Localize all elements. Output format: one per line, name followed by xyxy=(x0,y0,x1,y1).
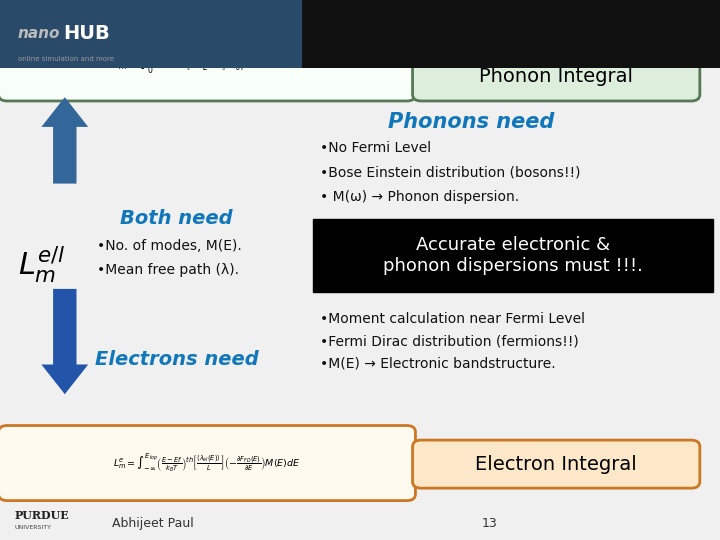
Text: $L_m^i = \int_0^{\omega_{max}} \omega^m \left[\frac{\langle\lambda_{ph}(\omega)\: $L_m^i = \int_0^{\omega_{max}} \omega^m … xyxy=(112,51,302,76)
Text: •M(E) → Electronic bandstructure.: •M(E) → Electronic bandstructure. xyxy=(320,357,556,371)
Text: •Mean free path (λ).: •Mean free path (λ). xyxy=(97,263,239,277)
FancyBboxPatch shape xyxy=(413,53,700,101)
Text: UNIVERSITY: UNIVERSITY xyxy=(14,525,51,530)
Text: Abhijeet Paul: Abhijeet Paul xyxy=(112,517,194,530)
Text: PURDUE: PURDUE xyxy=(14,510,69,521)
FancyBboxPatch shape xyxy=(313,219,713,292)
Text: $L_m^{e/l}$: $L_m^{e/l}$ xyxy=(18,244,66,285)
FancyBboxPatch shape xyxy=(0,0,302,68)
FancyBboxPatch shape xyxy=(0,26,415,101)
Text: Electron Integral: Electron Integral xyxy=(475,455,637,474)
Text: HUB: HUB xyxy=(63,24,110,43)
Text: Phonon Integral: Phonon Integral xyxy=(480,68,633,86)
Text: nano: nano xyxy=(18,26,60,41)
Text: •Fermi Dirac distribution (fermions!!): •Fermi Dirac distribution (fermions!!) xyxy=(320,334,579,348)
FancyBboxPatch shape xyxy=(0,426,415,501)
FancyBboxPatch shape xyxy=(413,440,700,488)
Text: •No. of modes, M(E).: •No. of modes, M(E). xyxy=(97,239,242,253)
Text: Accurate electronic &
phonon dispersions must !!!.: Accurate electronic & phonon dispersions… xyxy=(383,236,643,274)
Text: Electrons need: Electrons need xyxy=(94,349,258,369)
Text: 13: 13 xyxy=(482,517,498,530)
FancyBboxPatch shape xyxy=(302,0,720,68)
Text: online simulation and more: online simulation and more xyxy=(18,56,114,62)
Text: • M(ω) → Phonon dispersion.: • M(ω) → Phonon dispersion. xyxy=(320,190,520,204)
Text: •Moment calculation near Fermi Level: •Moment calculation near Fermi Level xyxy=(320,312,585,326)
Text: Both need: Both need xyxy=(120,209,233,228)
Polygon shape xyxy=(42,289,89,394)
Text: •No Fermi Level: •No Fermi Level xyxy=(320,141,431,156)
Text: •Bose Einstein distribution (bosons!!): •Bose Einstein distribution (bosons!!) xyxy=(320,166,581,180)
Polygon shape xyxy=(42,97,89,184)
Text: $L_m^e = \int_{-\infty}^{E_{top}} \left(\frac{E-Ef}{k_BT}\right)^{th}\left[\frac: $L_m^e = \int_{-\infty}^{E_{top}} \left(… xyxy=(113,452,301,474)
Text: Phonons need: Phonons need xyxy=(388,111,555,132)
